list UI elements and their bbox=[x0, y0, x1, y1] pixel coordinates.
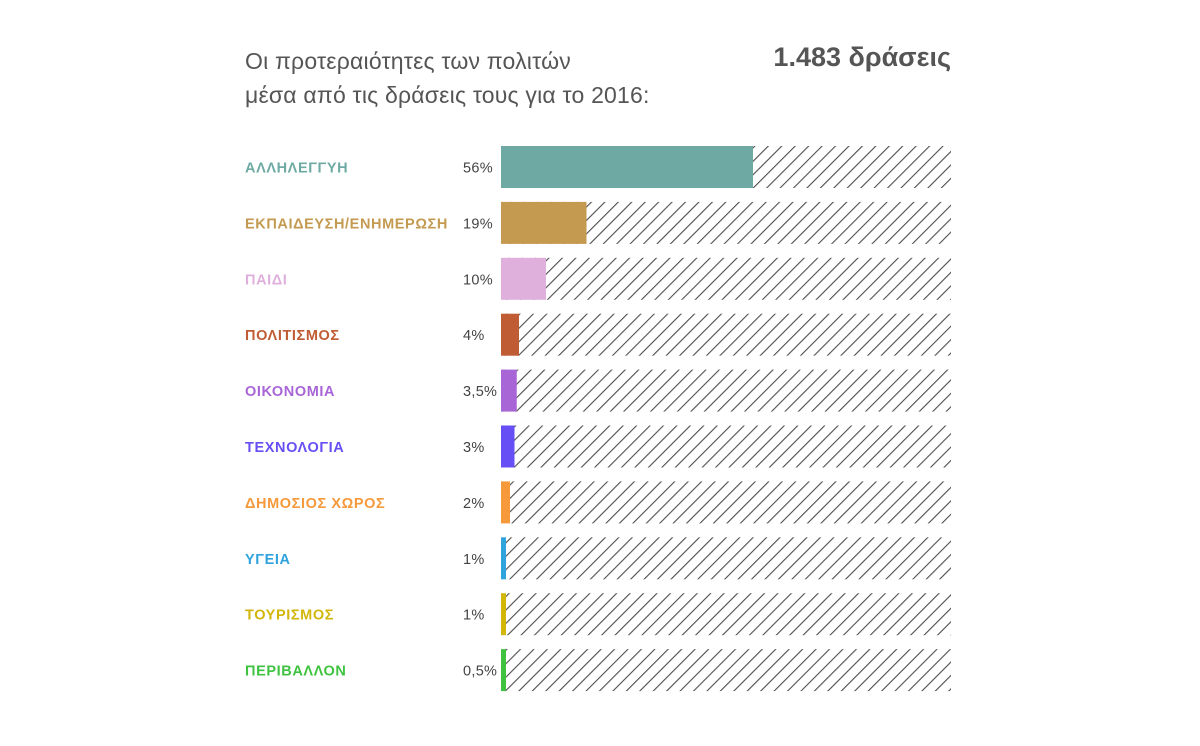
bar-τεχνολογια bbox=[501, 425, 515, 468]
category-label: ΠΟΛΙΤΙΣΜΟΣ bbox=[245, 328, 340, 344]
value-label: 4% bbox=[463, 328, 485, 344]
chart-title: Οι προτεραιότητες των πολιτών μέσα από τ… bbox=[245, 44, 650, 112]
bar-track bbox=[501, 593, 951, 636]
bar-track bbox=[501, 257, 951, 300]
value-label: 3,5% bbox=[463, 384, 497, 400]
value-label: 1% bbox=[463, 552, 485, 568]
bar-υγεια bbox=[501, 537, 506, 580]
bar-οικονομια bbox=[501, 369, 517, 412]
bar-track bbox=[501, 537, 951, 580]
bar-row-1: ΑΛΛΗΛΕΓΓΥΗ 56% bbox=[245, 146, 951, 188]
bar-τουρισμος bbox=[501, 593, 506, 636]
bar-δημοσιος-χωρος bbox=[501, 481, 510, 524]
category-label: ΤΕΧΝΟΛΟΓΙΑ bbox=[245, 440, 344, 456]
bar-row-8: ΥΓΕΙΑ 1% bbox=[245, 537, 951, 580]
bar-track bbox=[501, 481, 951, 524]
bar-παιδι bbox=[501, 257, 546, 300]
category-label: ΠΕΡΙΒΑΛΛΟΝ bbox=[245, 664, 347, 680]
value-label: 56% bbox=[463, 161, 493, 177]
bar-περιβαλλον bbox=[501, 649, 506, 692]
total-actions-count: 1.483 δράσεις bbox=[773, 42, 951, 72]
value-label: 2% bbox=[463, 496, 485, 512]
bar-row-6: ΤΕΧΝΟΛΟΓΙΑ 3% bbox=[245, 425, 951, 468]
category-label: ΕΚΠΑΙΔΕΥΣΗ/ΕΝΗΜΕΡΩΣΗ bbox=[245, 216, 448, 232]
bar-εκπαιδευση-ενημερωση bbox=[501, 201, 587, 244]
bar-row-9: ΤΟΥΡΙΣΜΟΣ 1% bbox=[245, 593, 951, 636]
value-label: 19% bbox=[463, 216, 493, 232]
category-label: ΥΓΕΙΑ bbox=[245, 552, 291, 568]
category-label: ΤΟΥΡΙΣΜΟΣ bbox=[245, 608, 334, 624]
category-label: ΠΑΙΔΙ bbox=[245, 272, 287, 288]
bar-track bbox=[501, 313, 951, 356]
category-label: ΟΙΚΟΝΟΜΙΑ bbox=[245, 384, 335, 400]
bar-track bbox=[501, 649, 951, 692]
bar-row-10: ΠΕΡΙΒΑΛΛΟΝ 0,5% bbox=[245, 649, 951, 692]
bar-row-7: ΔΗΜΟΣΙΟΣ ΧΩΡΟΣ 2% bbox=[245, 481, 951, 524]
category-label: ΑΛΛΗΛΕΓΓΥΗ bbox=[245, 161, 348, 177]
value-label: 10% bbox=[463, 272, 493, 288]
chart-title-line-2: μέσα από τις δράσεις τους για το 2016: bbox=[245, 82, 650, 108]
category-label: ΔΗΜΟΣΙΟΣ ΧΩΡΟΣ bbox=[245, 496, 385, 512]
bar-αλληλεγγυη bbox=[501, 146, 753, 188]
bar-track bbox=[501, 369, 951, 412]
bar-row-4: ΠΟΛΙΤΙΣΜΟΣ 4% bbox=[245, 313, 951, 356]
value-label: 1% bbox=[463, 608, 485, 624]
chart-title-line-1: Οι προτεραιότητες των πολιτών bbox=[245, 48, 571, 74]
bar-πολιτισμος bbox=[501, 313, 519, 356]
bar-row-2: ΕΚΠΑΙΔΕΥΣΗ/ΕΝΗΜΕΡΩΣΗ 19% bbox=[245, 201, 951, 244]
bar-row-5: ΟΙΚΟΝΟΜΙΑ 3,5% bbox=[245, 369, 951, 412]
value-label: 0,5% bbox=[463, 664, 497, 680]
bar-row-3: ΠΑΙΔΙ 10% bbox=[245, 257, 951, 300]
bar-track bbox=[501, 425, 951, 468]
value-label: 3% bbox=[463, 440, 485, 456]
